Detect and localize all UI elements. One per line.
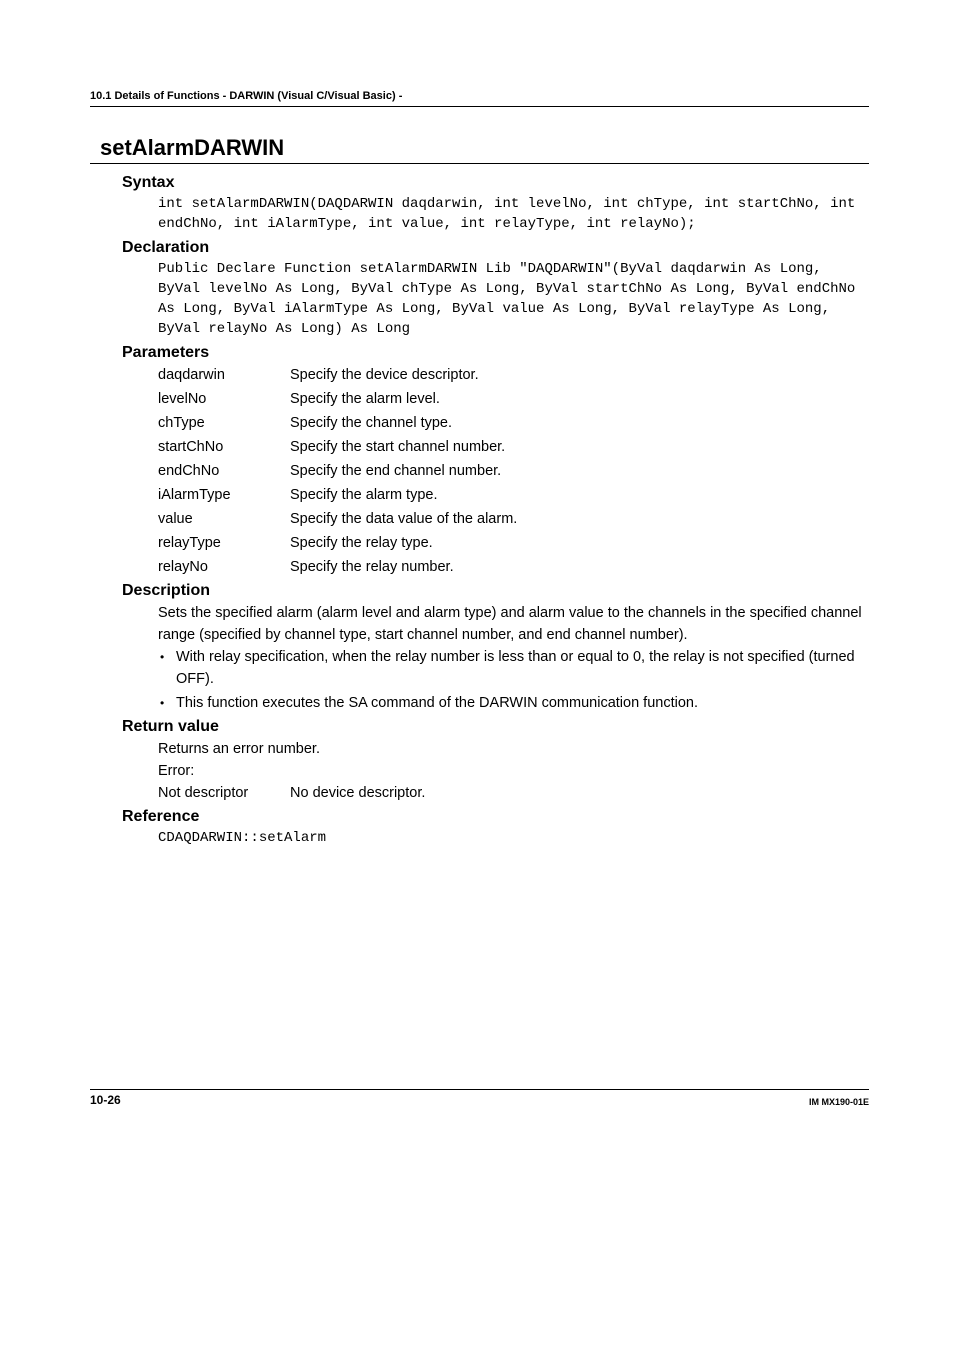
param-desc: Specify the relay type. (290, 532, 433, 554)
return-value-block: Returns an error number. Error: Not desc… (158, 738, 869, 804)
param-row: endChNo Specify the end channel number. (158, 460, 869, 482)
description-intro: Sets the specified alarm (alarm level an… (158, 602, 869, 646)
param-name: daqdarwin (158, 364, 290, 386)
breadcrumb: 10.1 Details of Functions - DARWIN (Visu… (90, 90, 869, 102)
param-row: daqdarwin Specify the device descriptor. (158, 364, 869, 386)
title-rule (90, 163, 869, 164)
param-name: chType (158, 412, 290, 434)
error-row: Not descriptor No device descriptor. (158, 782, 869, 804)
description-heading: Description (122, 582, 869, 600)
param-name: relayNo (158, 556, 290, 578)
param-desc: Specify the relay number. (290, 556, 454, 578)
return-line: Error: (158, 760, 869, 782)
description-bullet: With relay specification, when the relay… (176, 646, 869, 690)
param-desc: Specify the data value of the alarm. (290, 508, 517, 530)
error-name: Not descriptor (158, 782, 290, 804)
param-row: relayType Specify the relay type. (158, 532, 869, 554)
param-desc: Specify the device descriptor. (290, 364, 479, 386)
param-name: relayType (158, 532, 290, 554)
param-desc: Specify the channel type. (290, 412, 452, 434)
param-row: levelNo Specify the alarm level. (158, 388, 869, 410)
param-name: endChNo (158, 460, 290, 482)
function-title: setAlarmDARWIN (100, 135, 869, 161)
param-name: startChNo (158, 436, 290, 458)
error-desc: No device descriptor. (290, 782, 425, 804)
description-list: With relay specification, when the relay… (158, 646, 869, 714)
page-footer: 10-26 IM MX190-01E (90, 1089, 869, 1107)
page-number: 10-26 (90, 1093, 121, 1107)
declaration-code: Public Declare Function setAlarmDARWIN L… (158, 259, 869, 340)
reference-heading: Reference (122, 808, 869, 826)
reference-code: CDAQDARWIN::setAlarm (158, 828, 869, 848)
param-desc: Specify the alarm type. (290, 484, 438, 506)
description-bullet: This function executes the SA command of… (176, 692, 869, 714)
param-desc: Specify the start channel number. (290, 436, 505, 458)
parameters-block: daqdarwin Specify the device descriptor.… (158, 364, 869, 578)
top-rule (90, 106, 869, 107)
param-name: value (158, 508, 290, 530)
description-block: Sets the specified alarm (alarm level an… (158, 602, 869, 714)
declaration-heading: Declaration (122, 239, 869, 257)
syntax-heading: Syntax (122, 174, 869, 192)
return-line: Returns an error number. (158, 738, 869, 760)
parameters-heading: Parameters (122, 344, 869, 362)
param-name: iAlarmType (158, 484, 290, 506)
param-row: value Specify the data value of the alar… (158, 508, 869, 530)
param-row: chType Specify the channel type. (158, 412, 869, 434)
param-row: startChNo Specify the start channel numb… (158, 436, 869, 458)
return-value-heading: Return value (122, 718, 869, 736)
param-name: levelNo (158, 388, 290, 410)
syntax-code: int setAlarmDARWIN(DAQDARWIN daqdarwin, … (158, 194, 869, 235)
param-row: relayNo Specify the relay number. (158, 556, 869, 578)
doc-id: IM MX190-01E (809, 1097, 869, 1107)
param-desc: Specify the alarm level. (290, 388, 440, 410)
param-row: iAlarmType Specify the alarm type. (158, 484, 869, 506)
param-desc: Specify the end channel number. (290, 460, 501, 482)
